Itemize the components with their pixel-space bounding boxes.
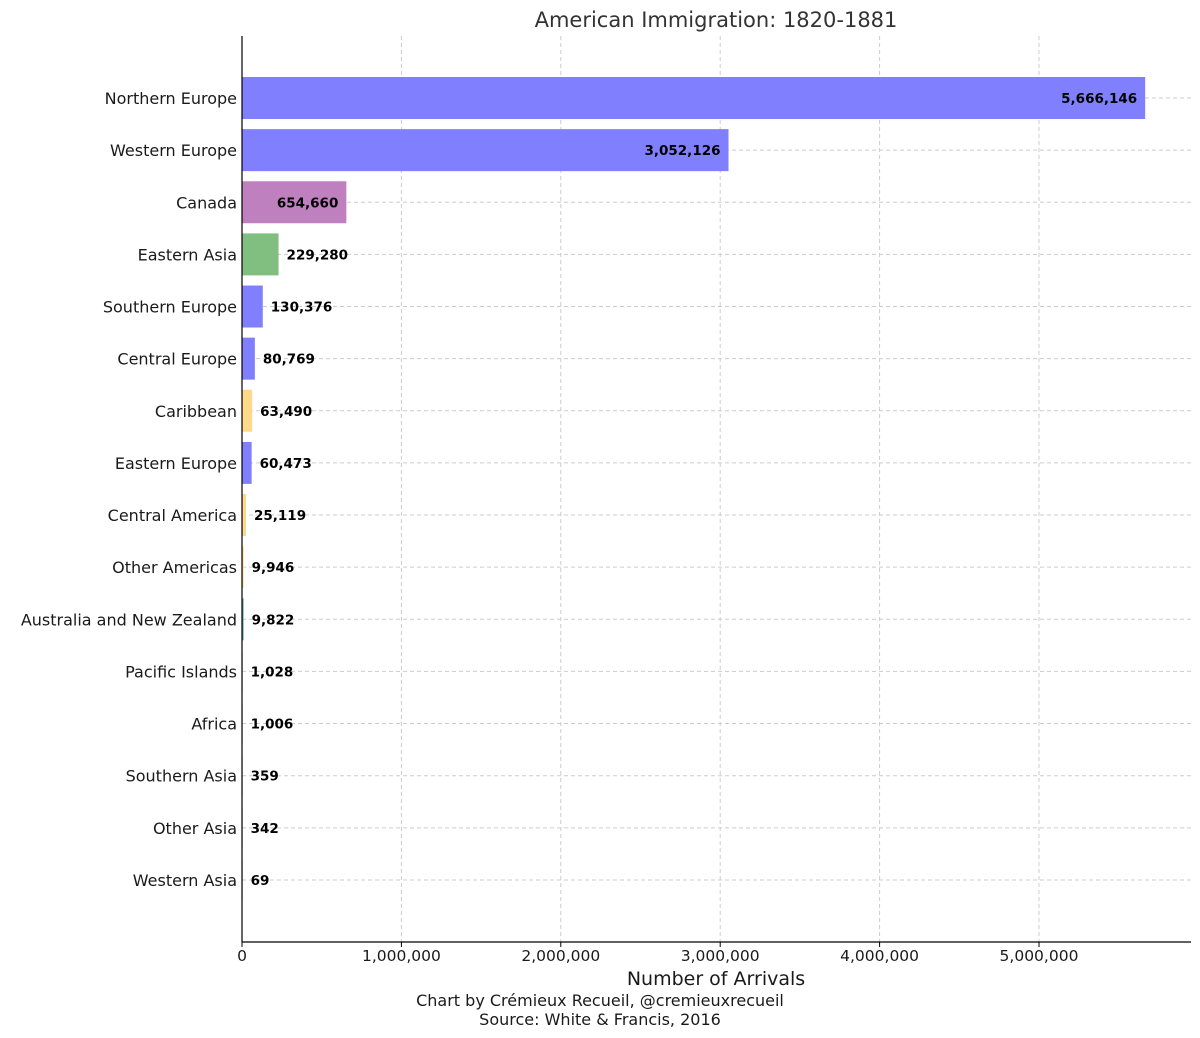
x-tick-label: 3,000,000 <box>681 947 760 965</box>
value-label: 3,052,126 <box>644 143 720 159</box>
value-label: 229,280 <box>287 247 349 263</box>
x-tick-labels: 0 1,000,000 2,000,000 3,000,000 4,000,000 5,0… <box>237 942 1078 965</box>
bar <box>242 129 729 172</box>
value-label: 25,119 <box>254 508 306 524</box>
category-label: Southern Europe <box>103 298 237 317</box>
value-label: 5,666,146 <box>1061 91 1137 107</box>
value-label: 69 <box>251 873 270 889</box>
category-label: Northern Europe <box>105 89 237 108</box>
category-label: Pacific Islands <box>125 662 237 681</box>
x-tick-label: 5,000,000 <box>1000 947 1079 965</box>
axes <box>241 36 1191 943</box>
category-label: Western Europe <box>110 141 237 160</box>
category-label: Australia and New Zealand <box>21 610 237 629</box>
value-label: 359 <box>251 769 279 785</box>
bar <box>242 77 1146 119</box>
value-label: 342 <box>251 821 279 837</box>
chart-title: American Immigration: 1820-1881 <box>535 8 898 32</box>
category-labels: Northern Europe Western Europe Canada Easte… <box>21 89 237 890</box>
value-label: 9,822 <box>252 612 295 628</box>
x-tick-label: 1,000,000 <box>362 947 441 965</box>
bar <box>242 546 244 589</box>
x-axis-label: Number of Arrivals <box>627 968 805 990</box>
credit-author: Chart by Crémieux Recueil, @cremieuxrecu… <box>416 991 784 1010</box>
bar <box>242 285 263 328</box>
value-label: 654,660 <box>277 195 339 211</box>
category-label: Southern Asia <box>126 767 237 786</box>
bars <box>242 77 1146 901</box>
category-label: Africa <box>191 715 237 734</box>
x-tick-label: 0 <box>237 947 247 965</box>
value-label: 1,028 <box>251 664 294 680</box>
value-label: 9,946 <box>252 560 295 576</box>
category-label: Caribbean <box>155 402 237 421</box>
x-tick-label: 2,000,000 <box>521 947 600 965</box>
category-label: Canada <box>176 193 237 212</box>
bar <box>242 389 253 432</box>
value-labels: 5,666,146 3,052,126 654,660 229,280 130,376 8… <box>251 91 1138 889</box>
bar <box>242 337 255 380</box>
category-label: Central America <box>108 506 237 525</box>
bar <box>242 598 244 641</box>
value-label: 80,769 <box>263 352 315 368</box>
category-label: Other Asia <box>153 819 237 838</box>
value-label: 63,490 <box>260 404 312 420</box>
category-label: Central Europe <box>117 350 237 369</box>
x-tick-label: 4,000,000 <box>840 947 919 965</box>
category-label: Other Americas <box>112 558 237 577</box>
value-label: 60,473 <box>260 456 312 472</box>
bar <box>242 181 347 224</box>
bar <box>242 494 247 537</box>
grid-lines <box>242 36 1191 942</box>
bar <box>242 441 252 484</box>
bar <box>242 233 279 276</box>
value-label: 130,376 <box>271 300 333 316</box>
credit-source: Source: White & Francis, 2016 <box>479 1010 721 1029</box>
value-label: 1,006 <box>251 717 294 733</box>
category-label: Eastern Asia <box>138 245 237 264</box>
category-label: Western Asia <box>133 871 237 890</box>
category-label: Eastern Europe <box>115 454 237 473</box>
